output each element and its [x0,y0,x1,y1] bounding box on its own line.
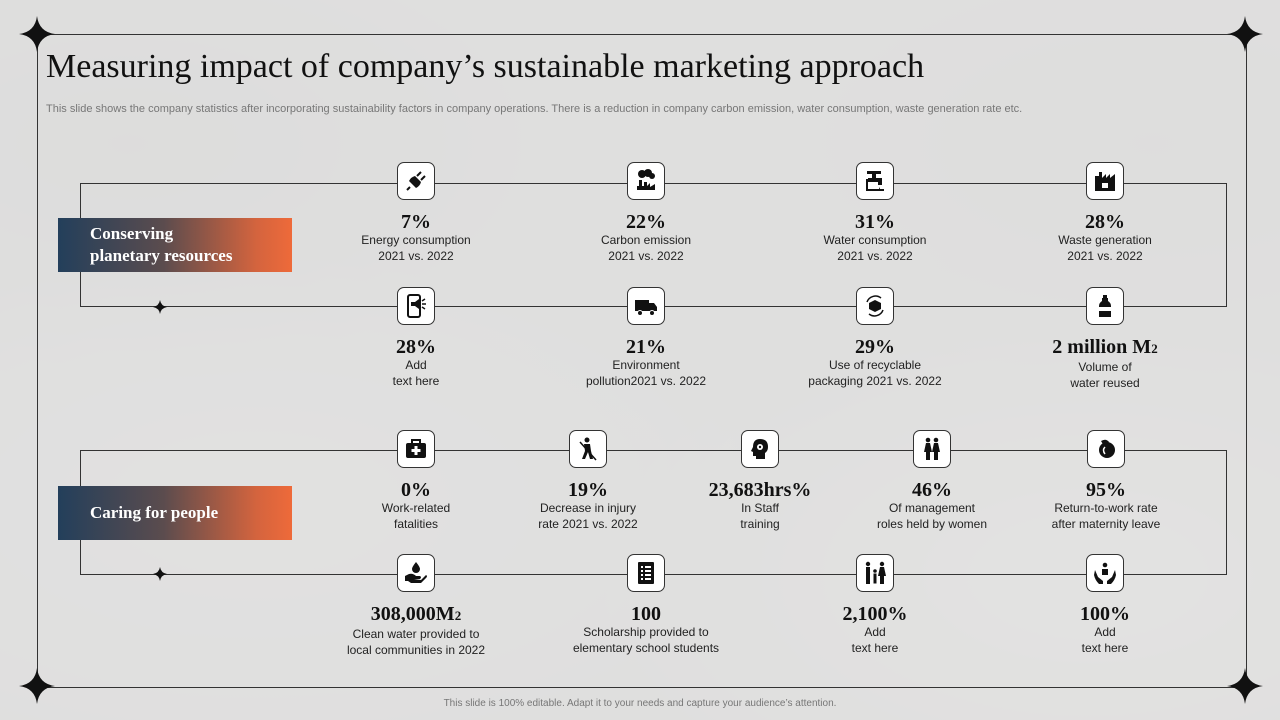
metric-waste-generation: 28% Waste generation 2021 vs. 2022 [990,162,1220,264]
women-icon [913,430,951,468]
metric-add-text-2: 2,100% Add text here [760,554,990,656]
care-hands-icon [1086,554,1124,592]
metric-water-consumption: 31% Water consumption 2021 vs. 2022 [760,162,990,264]
small-star-icon [153,567,167,581]
metric-add-text-1: 28% Add text here [301,287,531,389]
water-bottle-icon [1086,287,1124,325]
metric-environment-pollution: 21% Environment pollution2021 vs. 2022 [531,287,761,389]
first-aid-kit-icon [397,430,435,468]
waste-factory-icon [1086,162,1124,200]
mobile-megaphone-icon [397,287,435,325]
truck-icon [627,287,665,325]
metric-staff-training: 23,683hrs% In Staff training [645,430,875,532]
factory-pollution-icon [627,162,665,200]
metric-women-management: 46% Of management roles held by women [817,430,1047,532]
section-label-conserving: Conserving planetary resources [58,218,292,272]
small-star-icon [153,300,167,314]
staff-training-icon [741,430,779,468]
recycle-box-icon [856,287,894,325]
maternity-icon [1087,430,1125,468]
family-icon [856,554,894,592]
section-label-caring: Caring for people [58,486,292,540]
metric-water-reused: 2 million M2 Volume of water reused [990,287,1220,391]
metric-work-fatalities: 0% Work-related fatalities [301,430,531,532]
water-hand-icon [397,554,435,592]
metric-recyclable-packaging: 29% Use of recyclable packaging 2021 vs.… [760,287,990,389]
plug-icon [397,162,435,200]
corner-star-icon [19,16,55,52]
metric-add-text-3: 100% Add text here [990,554,1220,656]
corner-star-icon [19,668,55,704]
metric-carbon-emission: 22% Carbon emission 2021 vs. 2022 [531,162,761,264]
worker-injury-icon [569,430,607,468]
metric-energy-consumption: 7% Energy consumption 2021 vs. 2022 [301,162,531,264]
corner-star-icon [1227,668,1263,704]
metric-injury-rate: 19% Decrease in injury rate 2021 vs. 202… [473,430,703,532]
slide-frame [37,34,1247,688]
metric-scholarship: 100 Scholarship provided to elementary s… [531,554,761,656]
page-subtitle: This slide shows the company statistics … [46,103,1023,115]
metric-clean-water: 308,000M2 Clean water provided to local … [301,554,531,658]
corner-star-icon [1227,16,1263,52]
metric-maternity-return: 95% Return-to-work rate after maternity … [991,430,1221,532]
page-title: Measuring impact of company’s sustainabl… [46,48,925,85]
water-tap-icon [856,162,894,200]
footer-note: This slide is 100% editable. Adapt it to… [443,698,837,709]
scholarship-document-icon [627,554,665,592]
